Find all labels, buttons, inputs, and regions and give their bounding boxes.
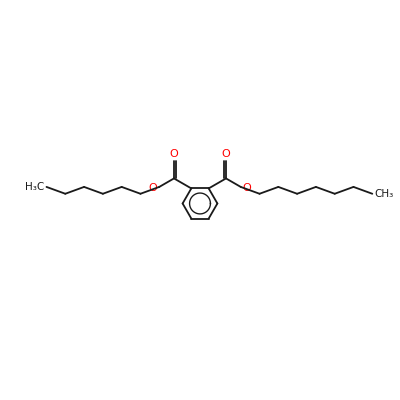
Text: O: O bbox=[170, 149, 178, 159]
Text: CH₃: CH₃ bbox=[374, 189, 394, 199]
Text: H₃C: H₃C bbox=[25, 182, 44, 192]
Text: O: O bbox=[243, 183, 252, 193]
Text: O: O bbox=[148, 183, 157, 193]
Text: O: O bbox=[222, 149, 230, 159]
